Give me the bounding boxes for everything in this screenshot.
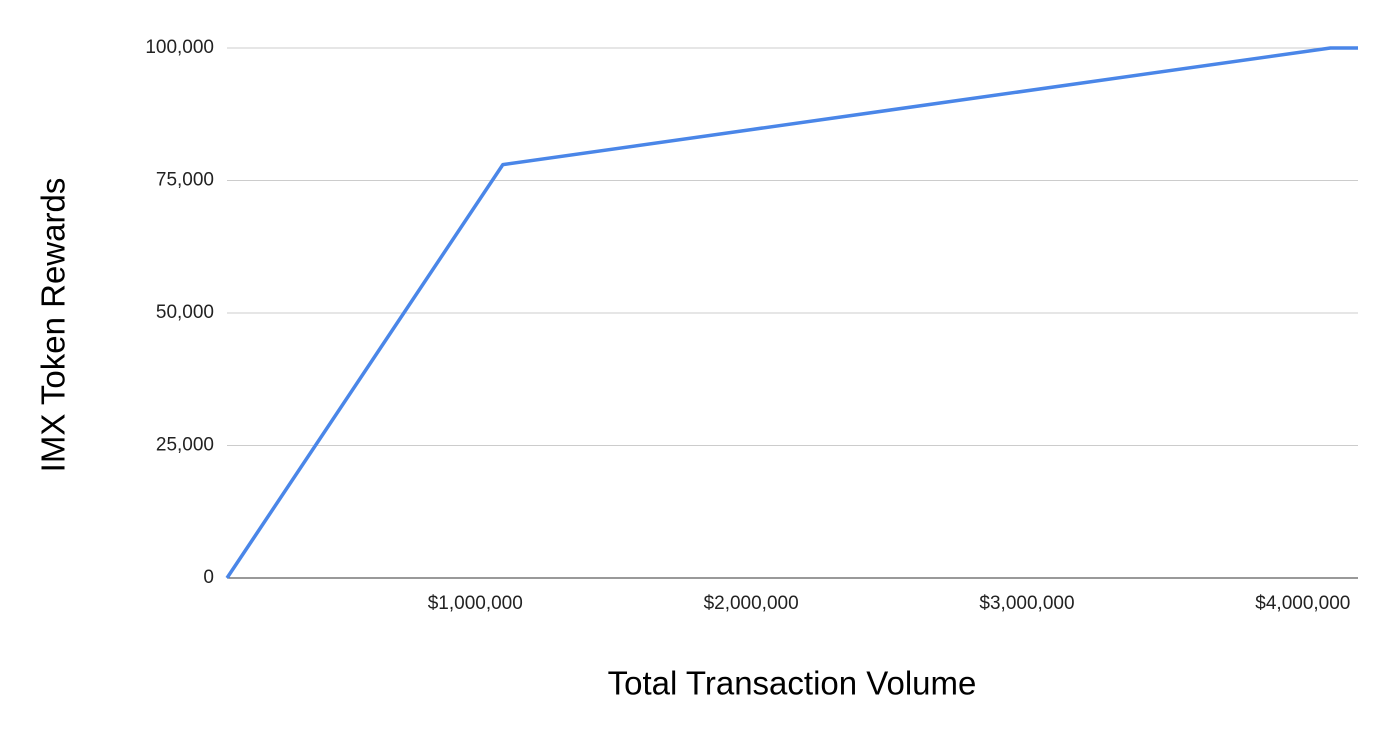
x-axis-title: Total Transaction Volume [608,665,977,702]
x-tick-label: $1,000,000 [428,593,523,614]
y-tick-label: 75,000 [156,170,214,191]
x-tick-label: $4,000,000 [1255,593,1350,614]
y-axis-title: IMX Token Rewards [35,178,72,473]
x-tick-label: $2,000,000 [704,593,799,614]
y-tick-label: 50,000 [156,302,214,323]
y-tick-label: 0 [203,567,214,588]
x-tick-label: $3,000,000 [979,593,1074,614]
y-tick-label: 25,000 [156,435,214,456]
y-tick-label: 100,000 [145,37,214,58]
line [225,46,1358,579]
